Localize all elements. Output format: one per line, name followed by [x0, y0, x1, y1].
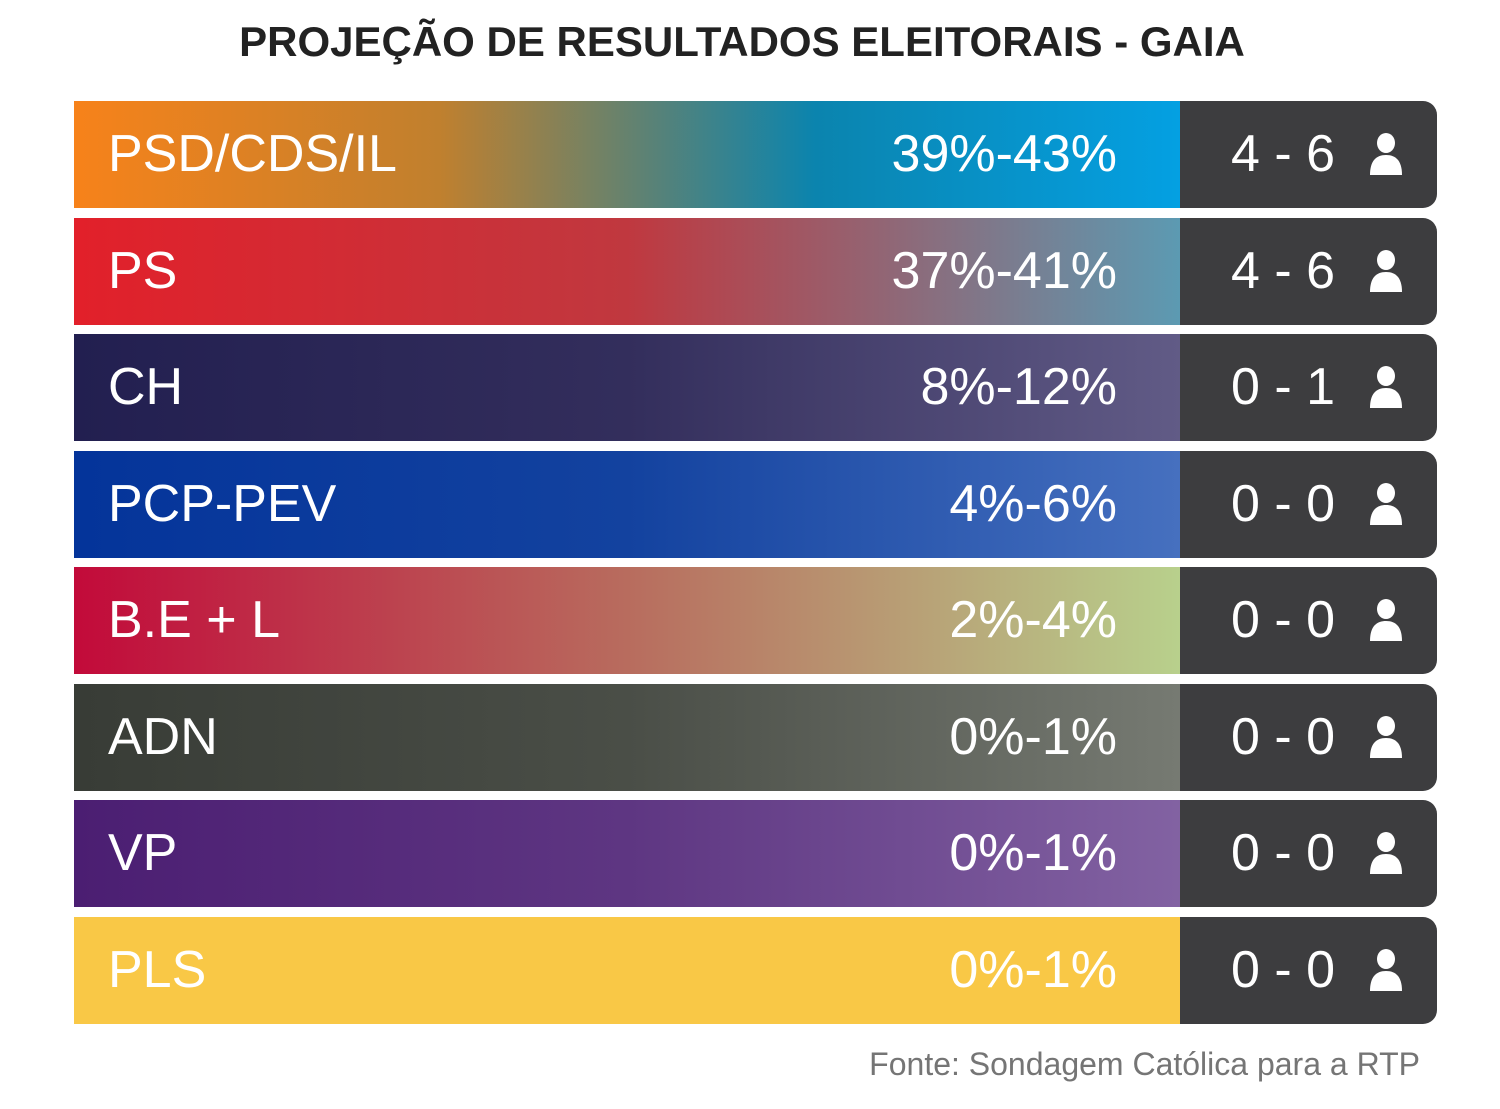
seats-box: 0 - 1 [1180, 334, 1437, 441]
party-name: PSD/CDS/IL [108, 125, 397, 183]
seats-range: 0 - 1 [1230, 358, 1336, 416]
party-bar: PS 37%-41% [74, 217, 1180, 325]
party-bar: B.E + L 2%-4% [74, 567, 1180, 674]
vote-range: 8%-12% [920, 358, 1117, 416]
party-name: B.E + L [108, 591, 280, 649]
seats-box: 0 - 0 [1180, 800, 1437, 907]
seats-range: 4 - 6 [1230, 241, 1336, 300]
person-icon [1370, 482, 1402, 525]
party-row: ADN 0%-1% 0 - 0 [74, 683, 1437, 791]
person-icon [1370, 133, 1402, 175]
vote-range: 0%-1% [949, 707, 1117, 766]
seats-box: 0 - 0 [1180, 683, 1437, 791]
seats-range: 0 - 0 [1230, 591, 1336, 649]
party-name: PLS [108, 940, 207, 999]
seats-box: 0 - 0 [1180, 450, 1437, 558]
party-row: PS 37%-41% 4 - 6 [74, 217, 1437, 325]
seats-box: 0 - 0 [1180, 567, 1437, 674]
vote-range: 0%-1% [949, 824, 1117, 882]
party-name: PS [108, 241, 178, 300]
person-icon [1370, 715, 1402, 758]
party-bar: VP 0%-1% [74, 800, 1180, 907]
party-row: VP 0%-1% 0 - 0 [74, 800, 1437, 907]
party-name: VP [108, 824, 178, 882]
party-name: CH [108, 358, 184, 416]
party-name: PCP-PEV [108, 474, 337, 533]
vote-range: 37%-41% [891, 241, 1117, 300]
source-note: Fonte: Sondagem Católica para a RTP [869, 1046, 1420, 1082]
seats-range: 0 - 0 [1230, 707, 1336, 766]
person-icon [1370, 599, 1402, 641]
party-bar: ADN 0%-1% [74, 683, 1180, 791]
seats-range: 4 - 6 [1230, 125, 1336, 183]
seats-box: 4 - 6 [1180, 217, 1437, 325]
seats-box: 0 - 0 [1180, 916, 1437, 1024]
person-icon [1370, 249, 1402, 292]
results-table: PSD/CDS/IL 39%-43% 4 - 6 PS 37%-41% 4 - … [74, 101, 1437, 1033]
vote-range: 39%-43% [891, 125, 1117, 183]
person-icon [1370, 832, 1402, 874]
party-row: PCP-PEV 4%-6% 0 - 0 [74, 450, 1437, 558]
party-bar: CH 8%-12% [74, 334, 1180, 441]
party-row: PLS 0%-1% 0 - 0 [74, 916, 1437, 1024]
party-row: CH 8%-12% 0 - 1 [74, 334, 1437, 441]
party-bar: PCP-PEV 4%-6% [74, 450, 1180, 558]
party-bar: PLS 0%-1% [74, 916, 1180, 1024]
party-row: PSD/CDS/IL 39%-43% 4 - 6 [74, 101, 1437, 208]
person-icon [1370, 366, 1402, 408]
vote-range: 0%-1% [949, 940, 1117, 999]
chart-title: PROJEÇÃO DE RESULTADOS ELEITORAIS - GAIA [239, 18, 1245, 65]
party-name: ADN [108, 707, 218, 766]
vote-range: 2%-4% [949, 591, 1117, 649]
party-bar: PSD/CDS/IL 39%-43% [74, 101, 1180, 208]
seats-range: 0 - 0 [1230, 474, 1336, 533]
vote-range: 4%-6% [949, 474, 1117, 533]
party-row: B.E + L 2%-4% 0 - 0 [74, 567, 1437, 674]
seats-box: 4 - 6 [1180, 101, 1437, 208]
seats-range: 0 - 0 [1230, 824, 1336, 882]
person-icon [1370, 948, 1402, 991]
seats-range: 0 - 0 [1230, 940, 1336, 999]
